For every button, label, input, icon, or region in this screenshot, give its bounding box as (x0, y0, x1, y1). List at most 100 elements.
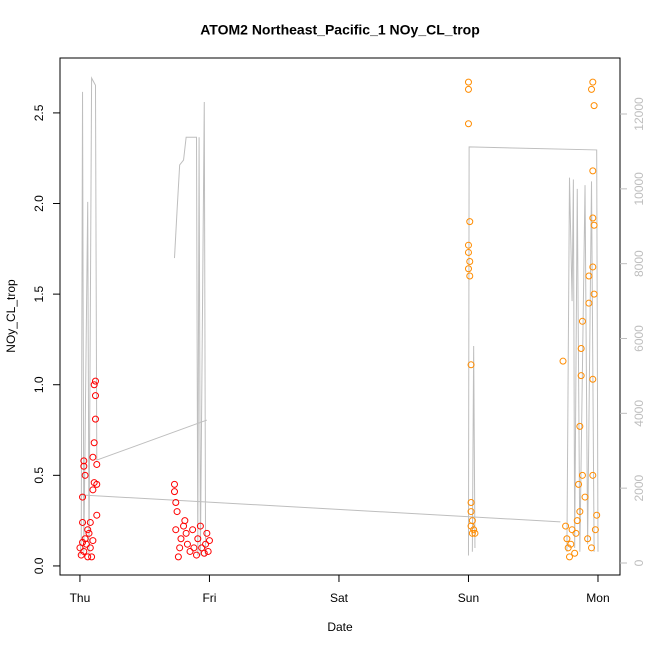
point (91, 392, 99, 400)
point (565, 553, 573, 561)
point (464, 248, 472, 256)
point (90, 381, 98, 389)
y2-tick-label: 10000 (632, 172, 646, 206)
point (588, 85, 596, 93)
point (86, 544, 94, 552)
point (186, 547, 194, 555)
point (82, 540, 90, 548)
point (466, 218, 474, 226)
point (176, 544, 184, 552)
y-tick-label: 2.0 (32, 195, 46, 212)
point (170, 480, 178, 488)
point (471, 529, 479, 537)
y2-tick-label: 2000 (632, 474, 646, 501)
y2-tick-label: 6000 (632, 325, 646, 352)
point (80, 547, 88, 555)
point (590, 290, 598, 298)
point (572, 529, 580, 537)
point (183, 540, 191, 548)
point (93, 480, 101, 488)
chart-title: ATOM2 Northeast_Pacific_1 NOy_CL_trop (200, 22, 480, 38)
point (85, 529, 93, 537)
point (589, 375, 597, 383)
point (93, 460, 101, 468)
y-axis-label: NOy_CL_trop (4, 279, 18, 353)
point (589, 214, 597, 222)
point (181, 517, 189, 525)
y2-tick-label: 12000 (632, 97, 646, 131)
point (89, 537, 97, 545)
point (464, 120, 472, 128)
point (79, 493, 87, 501)
point (464, 241, 472, 249)
x-tick-label: Mon (586, 591, 609, 605)
point (80, 462, 88, 470)
point (581, 493, 589, 501)
point (173, 508, 181, 516)
y-tick-label: 0.0 (32, 557, 46, 574)
point (590, 221, 598, 229)
point (196, 522, 204, 530)
point (590, 102, 598, 110)
point (466, 258, 474, 266)
point (90, 439, 98, 447)
point (79, 518, 87, 526)
point (573, 517, 581, 525)
point (174, 553, 182, 561)
point (91, 377, 99, 385)
point (591, 526, 599, 534)
point (576, 422, 584, 430)
x-tick-label: Thu (70, 591, 91, 605)
point (559, 357, 567, 365)
point (589, 471, 597, 479)
point (568, 526, 576, 534)
point (84, 553, 92, 561)
point (468, 529, 476, 537)
x-axis-label: Date (327, 620, 353, 634)
x-tick-label: Sun (458, 591, 479, 605)
point (467, 508, 475, 516)
point (588, 544, 596, 552)
x-tick-label: Sat (330, 591, 349, 605)
y-tick-label: 2.5 (32, 104, 46, 121)
y2-tick-label: 8000 (632, 250, 646, 277)
point (467, 499, 475, 507)
y-tick-label: 0.5 (32, 467, 46, 484)
point (170, 488, 178, 496)
line (79, 76, 599, 556)
point (172, 526, 180, 534)
point (577, 344, 585, 352)
point (172, 499, 180, 507)
point (585, 272, 593, 280)
point (84, 526, 92, 534)
x-tick-label: Fri (202, 591, 216, 605)
point (182, 529, 190, 537)
point (93, 511, 101, 519)
point (81, 471, 89, 479)
point (585, 299, 593, 307)
point (578, 471, 586, 479)
point (189, 526, 197, 534)
point (464, 85, 472, 93)
point (464, 78, 472, 86)
point (190, 544, 198, 552)
y2-tick-label: 4000 (632, 400, 646, 427)
point (76, 544, 84, 552)
point (194, 535, 202, 543)
point (205, 537, 213, 545)
point (575, 480, 583, 488)
point (91, 415, 99, 423)
y-tick-label: 1.0 (32, 376, 46, 393)
point (470, 526, 478, 534)
point (464, 265, 472, 273)
point (202, 540, 210, 548)
point (589, 78, 597, 86)
point (589, 167, 597, 175)
point (88, 553, 96, 561)
point (576, 508, 584, 516)
point (86, 518, 94, 526)
point (577, 372, 585, 380)
point (589, 263, 597, 271)
point (584, 535, 592, 543)
